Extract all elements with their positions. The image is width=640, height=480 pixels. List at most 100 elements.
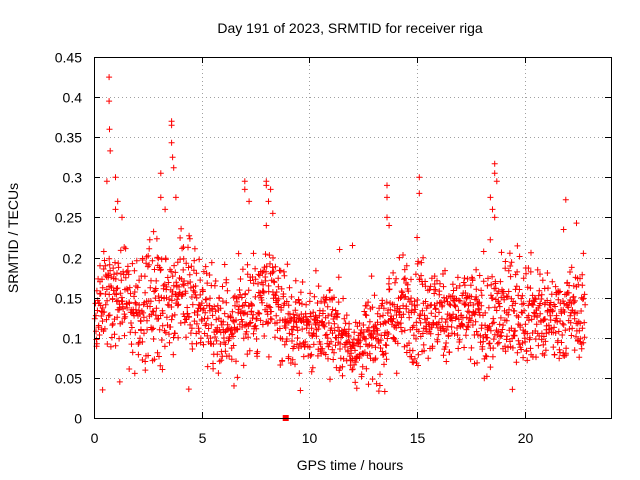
data-point [170,351,177,358]
data-point [544,297,551,304]
data-point [260,268,267,275]
data-point [147,284,154,291]
data-point [270,268,277,275]
data-point [420,254,427,261]
data-point [417,319,424,326]
data-point [204,363,211,370]
data-point [504,294,511,300]
data-point [416,190,423,197]
data-point [452,302,458,309]
data-point [126,366,133,372]
data-point [181,278,188,284]
data-point [146,245,153,252]
data-point [499,326,506,333]
data-point [191,245,198,252]
data-point [113,285,120,292]
data-point [145,352,152,359]
data-point [374,327,381,334]
data-point [185,386,192,393]
data-point [580,295,587,302]
data-point [160,285,167,292]
data-point [200,341,207,348]
data-point [119,319,126,326]
data-point [428,310,435,317]
data-point [168,304,175,310]
data-point [230,333,237,340]
data-point [199,288,206,295]
data-point [307,352,314,359]
data-point [520,300,527,307]
data-point [337,346,343,352]
data-point [169,154,176,161]
x-tick-label: 0 [91,430,99,446]
data-point [117,290,124,297]
data-point [233,317,239,324]
data-point [410,322,417,329]
data-point [502,343,508,350]
data-point [148,277,154,284]
data-point [187,330,194,337]
data-point [331,294,337,301]
data-point [497,333,504,340]
data-point [368,273,375,280]
data-point [553,312,560,319]
data-point [261,333,268,339]
data-point [245,287,252,294]
data-point [153,305,160,312]
data-point [290,323,297,330]
data-point [413,335,419,342]
data-point [296,370,303,377]
data-point [577,320,584,327]
data-point [384,214,390,221]
data-point [319,345,326,352]
data-point [287,360,294,366]
data-point [227,314,234,321]
data-point [513,359,520,366]
data-point [448,324,455,330]
data-point [309,364,316,371]
data-point [578,308,585,314]
data-point [269,210,276,217]
data-point [373,380,380,387]
data-point [101,309,108,315]
data-point [203,296,210,303]
data-point [552,330,559,336]
data-point [372,356,378,363]
data-point [153,235,160,242]
data-point [457,298,464,304]
data-point [128,324,135,331]
data-point [175,301,182,308]
data-point [454,274,461,281]
data-point [239,266,246,273]
data-point [558,310,565,317]
x-tick-label: 10 [302,430,318,446]
data-point [286,330,293,337]
data-point [228,325,235,332]
data-point [554,318,561,325]
data-point [369,376,376,383]
data-point [384,182,390,189]
data-point [212,278,219,284]
data-point [252,293,259,300]
data-point [493,178,500,185]
data-point [310,330,317,337]
data-point [178,225,185,232]
data-point [193,270,200,277]
data-point [383,299,390,306]
data-point [396,305,403,312]
data-point [408,276,414,283]
data-point [565,304,572,311]
data-point [389,318,396,325]
data-point [282,324,289,331]
data-point [264,311,271,318]
data-point [262,251,269,258]
data-point [325,355,331,362]
data-point [319,310,326,317]
data-point [142,358,149,365]
data-point [506,250,513,257]
data-point [238,294,245,301]
data-point [289,331,296,338]
data-point [170,164,177,171]
data-point [487,327,494,334]
data-point [430,320,437,327]
